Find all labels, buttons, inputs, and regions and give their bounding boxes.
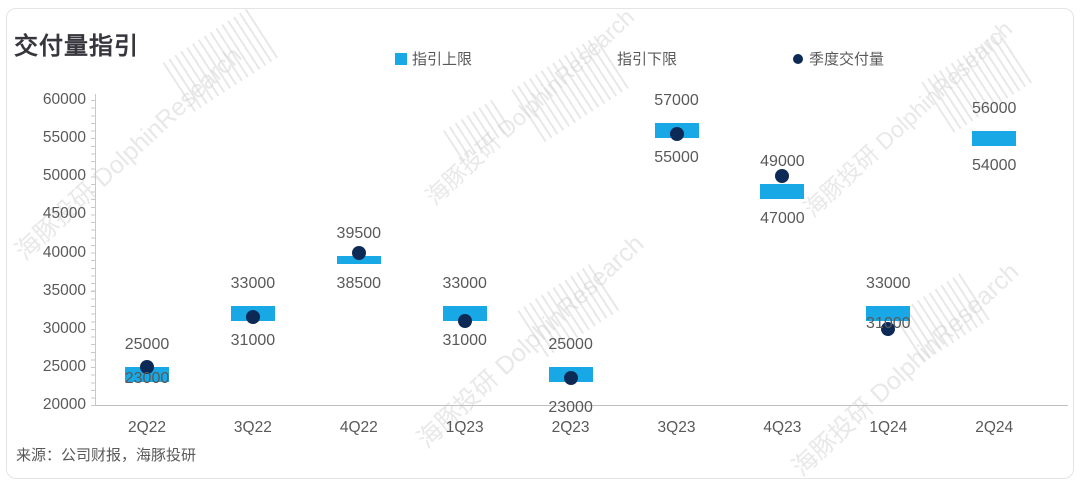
lower-guidance-label: 55000 [654,149,699,167]
guidance-range-bar [866,305,911,322]
guidance-range-bar [972,130,1017,146]
x-axis-tick-label: 1Q24 [869,419,908,436]
upper-guidance-label: 49000 [760,152,805,170]
y-axis-line [95,94,96,406]
upper-guidance-label: 39500 [336,225,382,243]
guidance-range-bar [442,305,487,322]
quarterly-delivery-dot [669,127,684,142]
y-axis-tick-label: 40000 [42,243,86,261]
square-marker-icon [395,52,407,65]
guidance-range-bar [760,183,805,200]
legend-item-quarterly-delivery: 季度交付量 [793,48,884,69]
x-axis-tick-label: 3Q22 [233,419,272,436]
y-axis-tick-label: 45000 [42,205,86,223]
x-axis-tick-label: 4Q23 [763,419,802,436]
y-axis-tick-label: 20000 [42,396,86,413]
legend-label: 季度交付量 [809,51,885,68]
lower-guidance-label: 47000 [760,210,805,228]
y-axis-minor-ticks [91,100,95,406]
guidance-range-bar [336,256,381,264]
x-axis-tick-label: 4Q22 [339,419,378,436]
circle-marker-icon [793,53,803,64]
upper-guidance-label: 57000 [654,91,699,109]
lower-guidance-label: 31000 [230,332,276,350]
x-axis-tick-label: 2Q23 [551,419,590,436]
chart-card-border [6,8,1074,479]
quarterly-delivery-dot [457,314,472,329]
quarterly-delivery-dot [140,359,154,374]
lower-guidance-label: 54000 [971,156,1017,174]
upper-guidance-label: 25000 [124,335,170,353]
x-axis-tick-label: 2Q24 [975,419,1014,436]
y-axis-tick-label: 55000 [42,129,86,147]
x-axis-tick-label: 1Q23 [445,419,484,436]
legend-item-upper-guidance: 指引上限 [395,48,472,69]
upper-guidance-label: 33000 [230,274,276,292]
source-note: 来源：公司财报，海豚投研 [16,447,197,464]
x-axis-tick-label: 2Q22 [128,419,166,436]
upper-guidance-label: 56000 [971,99,1017,117]
x-axis-tick-label: 3Q23 [657,419,696,436]
legend-item-lower-guidance: 指引下限 [617,48,677,69]
quarterly-delivery-dot [775,169,790,184]
quarterly-delivery-dot [563,371,578,386]
lower-guidance-label: 31000 [442,332,487,350]
guidance-range-bar [125,366,169,383]
quarterly-delivery-dot [351,245,366,260]
upper-guidance-label: 25000 [548,335,593,353]
quarterly-delivery-dot [245,310,260,325]
legend-label: 指引上限 [412,51,473,68]
upper-guidance-label: 33000 [866,274,911,292]
y-axis-tick-label: 60000 [42,91,86,108]
y-axis-tick-label: 30000 [42,319,86,337]
y-axis-tick-label: 35000 [42,281,86,299]
legend-label: 指引下限 [617,51,678,68]
x-axis-line [95,405,1068,406]
upper-guidance-label: 33000 [442,274,487,292]
lower-guidance-label: 23000 [548,399,593,417]
y-axis-tick-label: 25000 [42,357,86,375]
lower-guidance-label: 31000 [866,315,911,333]
chart-title: 交付量指引 [14,33,139,60]
lower-guidance-label: 23000 [124,370,170,388]
y-axis-tick-label: 50000 [42,167,86,185]
lower-guidance-label: 38500 [336,274,382,292]
quarterly-delivery-dot [881,321,896,336]
